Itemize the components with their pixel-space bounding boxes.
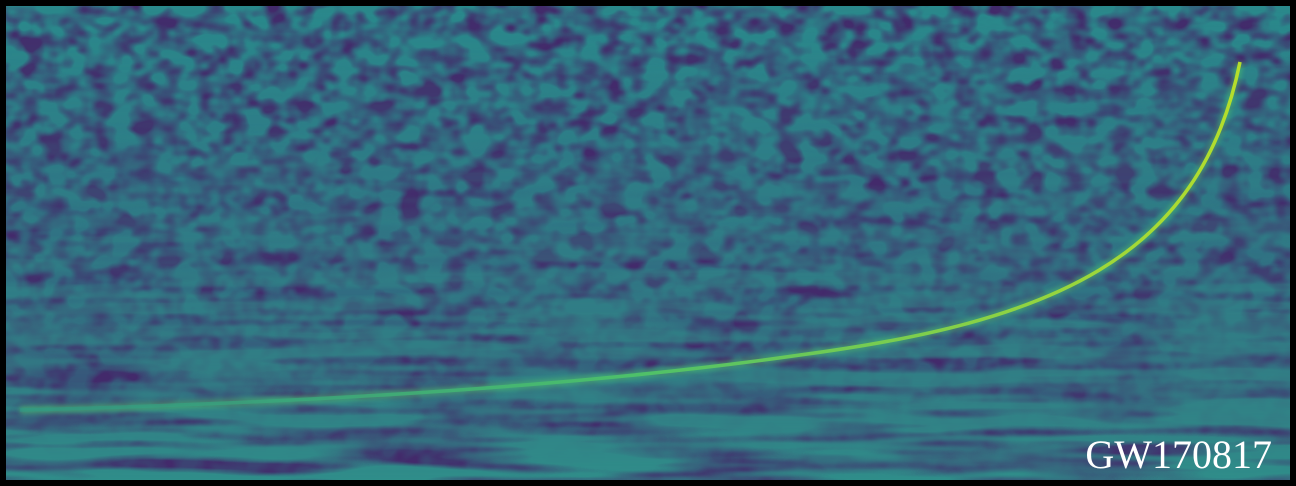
spectrogram: GW170817 [0, 0, 1296, 486]
event-label: GW170817 [1085, 432, 1272, 477]
streak-layer [6, 6, 1290, 480]
page: GW170817 (() => { const data = JSON.pars… [0, 0, 1296, 486]
noise-low [6, 6, 1290, 480]
